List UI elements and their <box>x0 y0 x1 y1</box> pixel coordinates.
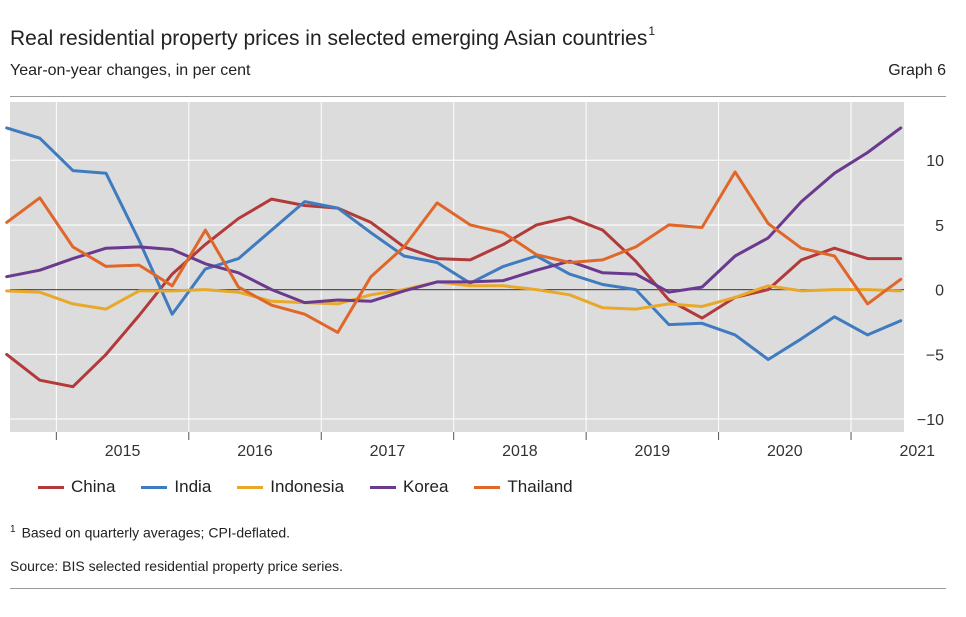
legend-label-china: China <box>71 477 116 496</box>
legend-swatch-china <box>38 485 64 489</box>
y-tick-label: 5 <box>935 218 944 235</box>
x-tick-label: 2016 <box>237 443 273 460</box>
legend-swatch-indonesia <box>237 485 264 489</box>
x-tick-label: 2017 <box>370 443 406 460</box>
series-line-thailand <box>5 170 903 334</box>
series-line-india <box>5 126 903 361</box>
chart-subtitle: Year-on-year changes, in per cent <box>10 62 251 79</box>
legend-label-korea: Korea <box>403 477 449 496</box>
y-tick-label: 0 <box>935 283 944 300</box>
series-lines <box>5 126 903 389</box>
y-tick-label: −5 <box>926 347 944 364</box>
legend-item-indonesia: Indonesia <box>237 477 344 497</box>
legend-label-india: India <box>174 477 212 496</box>
line-chart: 10 5 0 −5 −10 2015 2016 2017 2018 2019 2020 2021 <box>5 102 944 460</box>
legend-swatch-korea <box>370 485 397 489</box>
source-note: Source: BIS selected residential propert… <box>10 558 344 574</box>
legend-swatch-thailand <box>474 485 501 489</box>
chart-title: Real residential property prices in sele… <box>10 24 655 51</box>
legend-swatch-india <box>141 485 168 489</box>
y-tick-label: −10 <box>917 412 944 429</box>
x-tick-label: 2015 <box>105 443 141 460</box>
footnote-text: Based on quarterly averages; CPI-deflate… <box>21 524 291 541</box>
y-axis: 10 5 0 −5 −10 <box>917 153 944 429</box>
legend-label-indonesia: Indonesia <box>270 477 345 496</box>
series-line-indonesia <box>5 280 903 311</box>
legend-label-thailand: Thailand <box>507 477 573 496</box>
x-tick-label: 2021 <box>899 443 935 460</box>
chart-legend: China India Indonesia Korea Thailand <box>38 477 573 497</box>
x-tick-label: 2020 <box>767 443 803 460</box>
legend-item-india: India <box>141 477 211 497</box>
footnote-mark: 1 <box>10 524 16 535</box>
y-tick-label: 10 <box>926 153 944 170</box>
x-axis: 2015 2016 2017 2018 2019 2020 2021 <box>55 432 935 460</box>
plot-area <box>10 102 904 432</box>
header-divider <box>10 96 946 97</box>
x-tick-label: 2019 <box>635 443 671 460</box>
footnote: 1 Based on quarterly averages; CPI-deflat… <box>10 524 290 541</box>
title-footnote-mark: 1 <box>648 24 656 38</box>
series-line-korea <box>5 126 903 305</box>
legend-item-thailand: Thailand <box>474 477 573 497</box>
x-tick-label: 2018 <box>502 443 538 460</box>
legend-item-china: China <box>38 477 115 497</box>
graph-number: Graph 6 <box>888 62 946 79</box>
footer-divider <box>10 588 946 589</box>
series-line-china <box>5 197 903 389</box>
chart-title-text: Real residential property prices in sele… <box>10 27 648 50</box>
legend-item-korea: Korea <box>370 477 448 497</box>
